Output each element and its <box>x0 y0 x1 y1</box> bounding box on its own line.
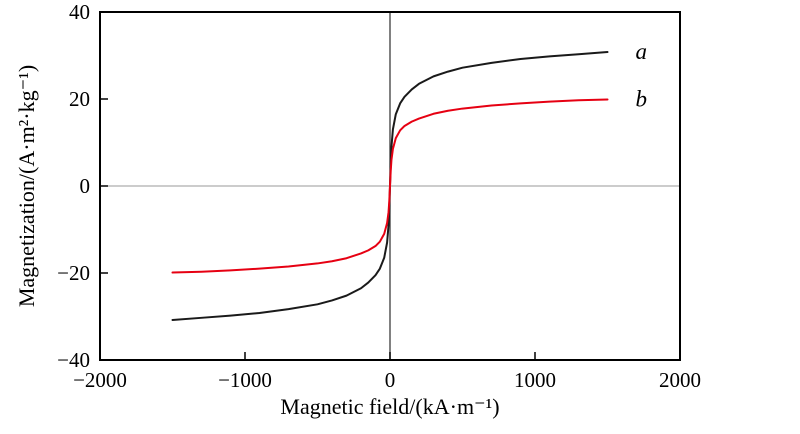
x-tick-label: −1000 <box>218 368 272 392</box>
series-b-label: b <box>636 86 648 111</box>
y-tick-label: −20 <box>57 261 90 285</box>
x-tick-label: −2000 <box>73 368 127 392</box>
series-b-line <box>171 98 609 274</box>
series-a-label: a <box>636 39 648 64</box>
plot-border <box>99 11 681 361</box>
y-tick-label: 20 <box>69 87 90 111</box>
y-tick-label: −40 <box>57 348 90 372</box>
x-axis-label: Magnetic field/(kA·m⁻¹) <box>280 394 500 419</box>
y-tick-label: 40 <box>69 0 90 24</box>
x-tick-label: 1000 <box>514 368 556 392</box>
x-tick-label: 0 <box>385 368 396 392</box>
x-tick-label: 2000 <box>659 368 701 392</box>
y-tick-label: 0 <box>80 174 91 198</box>
